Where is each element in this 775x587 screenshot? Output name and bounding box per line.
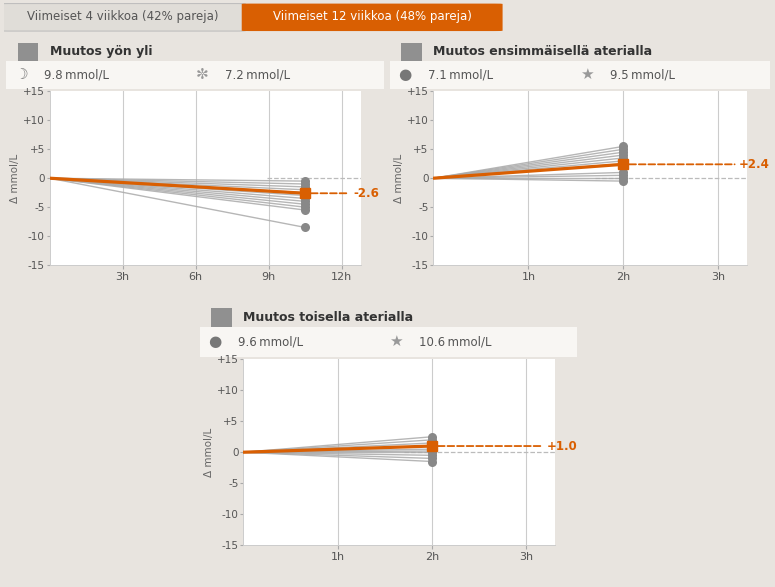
Bar [401,43,422,61]
Text: 9.8 mmol/L: 9.8 mmol/L [44,68,109,81]
Text: -2.6: -2.6 [353,187,379,200]
Text: ●: ● [398,68,412,82]
Bar [390,61,770,89]
Text: ●: ● [208,334,222,349]
Bar [212,308,232,326]
Y-axis label: Δ mmol/L: Δ mmol/L [394,154,404,203]
FancyBboxPatch shape [242,4,503,31]
Y-axis label: Δ mmol/L: Δ mmol/L [10,154,20,203]
Text: ☽: ☽ [15,68,28,82]
Text: Muutos yön yli: Muutos yön yli [50,45,152,58]
Bar [6,61,384,89]
Bar [200,326,577,357]
Bar [18,43,38,61]
Text: +2.4: +2.4 [739,158,770,171]
FancyBboxPatch shape [0,4,246,31]
Text: 10.6 mmol/L: 10.6 mmol/L [418,335,491,348]
Text: Muutos toisella aterialla: Muutos toisella aterialla [243,311,414,323]
Text: Viimeiset 4 viikkoa (42% pareja): Viimeiset 4 viikkoa (42% pareja) [27,10,219,23]
Text: 9.6 mmol/L: 9.6 mmol/L [238,335,303,348]
Text: ★: ★ [580,68,594,82]
Y-axis label: Δ mmol/L: Δ mmol/L [204,427,214,477]
Text: Viimeiset 12 viikkoa (48% pareja): Viimeiset 12 viikkoa (48% pareja) [273,10,472,23]
Text: 7.1 mmol/L: 7.1 mmol/L [428,68,493,81]
Text: Muutos ensimmäisellä aterialla: Muutos ensimmäisellä aterialla [433,45,653,58]
Text: ★: ★ [389,334,403,349]
Text: 7.2 mmol/L: 7.2 mmol/L [225,68,290,81]
Text: 9.5 mmol/L: 9.5 mmol/L [610,68,675,81]
Text: ✼: ✼ [196,68,208,82]
Text: +1.0: +1.0 [547,440,577,453]
